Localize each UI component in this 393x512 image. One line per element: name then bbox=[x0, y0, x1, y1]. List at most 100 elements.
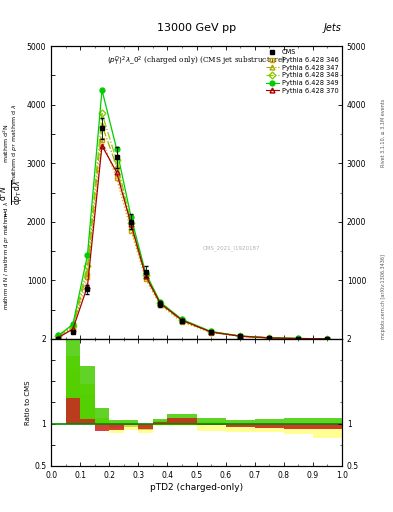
Bar bbox=[226, 420, 255, 423]
Pythia 6.428 346 bbox=[238, 333, 242, 339]
Pythia 6.428 349 bbox=[85, 252, 90, 258]
X-axis label: pTD2 (charged-only): pTD2 (charged-only) bbox=[150, 482, 243, 492]
Pythia 6.428 346 bbox=[325, 336, 330, 342]
Pythia 6.428 348 bbox=[143, 271, 148, 278]
Bar bbox=[255, 423, 284, 428]
Bar bbox=[80, 418, 95, 423]
Line: Pythia 6.428 348: Pythia 6.428 348 bbox=[56, 111, 330, 341]
Bar bbox=[138, 423, 153, 425]
Pythia 6.428 346 bbox=[85, 274, 90, 281]
Bar bbox=[124, 423, 138, 424]
Pythia 6.428 348 bbox=[71, 323, 75, 329]
Bar bbox=[226, 423, 255, 432]
Pythia 6.428 346 bbox=[267, 335, 272, 341]
Pythia 6.428 346 bbox=[209, 330, 213, 336]
Pythia 6.428 348 bbox=[129, 220, 134, 226]
Bar bbox=[153, 422, 167, 423]
Pythia 6.428 370 bbox=[180, 317, 184, 323]
Bar bbox=[80, 394, 95, 423]
Bar bbox=[124, 423, 138, 427]
Bar bbox=[226, 423, 255, 427]
Pythia 6.428 346 bbox=[143, 276, 148, 282]
Pythia 6.428 346 bbox=[129, 227, 134, 233]
Bar bbox=[124, 423, 138, 425]
Pythia 6.428 347 bbox=[129, 223, 134, 229]
Text: mathrm d$^2$N: mathrm d$^2$N bbox=[2, 123, 11, 163]
Bar bbox=[124, 420, 138, 423]
Pythia 6.428 370 bbox=[71, 326, 75, 332]
Pythia 6.428 349 bbox=[267, 335, 272, 341]
Bar bbox=[109, 419, 124, 423]
Text: Rivet 3.1.10, ≥ 3.1M events: Rivet 3.1.10, ≥ 3.1M events bbox=[381, 99, 386, 167]
Pythia 6.428 370 bbox=[296, 335, 301, 342]
Pythia 6.428 346 bbox=[180, 319, 184, 325]
Bar bbox=[109, 423, 124, 431]
Bar bbox=[167, 418, 196, 423]
Pythia 6.428 348 bbox=[209, 329, 213, 335]
Bar bbox=[226, 423, 255, 427]
Bar bbox=[255, 419, 284, 423]
Bar bbox=[167, 423, 196, 426]
Bar bbox=[255, 423, 284, 428]
Bar bbox=[196, 422, 226, 423]
Pythia 6.428 370 bbox=[114, 169, 119, 175]
Bar bbox=[196, 423, 226, 425]
Pythia 6.428 370 bbox=[85, 283, 90, 289]
Pythia 6.428 348 bbox=[158, 300, 163, 306]
Text: mathrm d N / mathrm d $p_T$ mathrm d $\lambda$: mathrm d N / mathrm d $p_T$ mathrm d $\l… bbox=[2, 202, 11, 310]
Bar bbox=[167, 418, 196, 423]
Bar bbox=[80, 384, 95, 423]
Pythia 6.428 370 bbox=[143, 273, 148, 279]
Pythia 6.428 370 bbox=[238, 333, 242, 339]
Pythia 6.428 348 bbox=[114, 157, 119, 163]
Pythia 6.428 347 bbox=[325, 336, 330, 342]
Pythia 6.428 347 bbox=[114, 163, 119, 169]
Pythia 6.428 346 bbox=[100, 137, 105, 143]
Pythia 6.428 349 bbox=[114, 145, 119, 152]
Bar bbox=[138, 423, 153, 429]
Pythia 6.428 348 bbox=[180, 317, 184, 323]
Pythia 6.428 348 bbox=[56, 333, 61, 339]
Bar bbox=[109, 423, 124, 428]
Pythia 6.428 370 bbox=[129, 221, 134, 227]
Bar bbox=[153, 421, 167, 423]
Pythia 6.428 349 bbox=[100, 87, 105, 93]
Bar bbox=[109, 423, 124, 425]
Pythia 6.428 348 bbox=[238, 333, 242, 339]
Pythia 6.428 349 bbox=[238, 333, 242, 339]
Y-axis label: Ratio to CMS: Ratio to CMS bbox=[25, 380, 31, 425]
Pythia 6.428 370 bbox=[209, 329, 213, 335]
Pythia 6.428 349 bbox=[296, 335, 301, 342]
Y-axis label: $\mathrm{d}^2N$
$\overline{\mathrm{d}p_T\,\mathrm{d}\lambda}$: $\mathrm{d}^2N$ $\overline{\mathrm{d}p_T… bbox=[0, 180, 25, 205]
Text: mcplots.cern.ch [arXiv:1306.3436]: mcplots.cern.ch [arXiv:1306.3436] bbox=[381, 254, 386, 339]
Bar bbox=[284, 423, 313, 429]
Pythia 6.428 348 bbox=[296, 335, 301, 342]
Pythia 6.428 370 bbox=[325, 336, 330, 342]
Bar bbox=[313, 423, 342, 438]
Bar bbox=[313, 423, 342, 429]
Pythia 6.428 370 bbox=[100, 143, 105, 149]
Bar bbox=[153, 423, 167, 426]
Bar bbox=[95, 423, 109, 429]
Pythia 6.428 349 bbox=[325, 336, 330, 342]
Line: Pythia 6.428 370: Pythia 6.428 370 bbox=[56, 143, 330, 342]
Pythia 6.428 347 bbox=[180, 318, 184, 324]
Bar bbox=[124, 423, 138, 430]
Bar bbox=[66, 339, 80, 423]
Pythia 6.428 347 bbox=[71, 324, 75, 330]
Text: 1: 1 bbox=[2, 212, 6, 218]
Bar bbox=[95, 408, 109, 423]
Line: Pythia 6.428 346: Pythia 6.428 346 bbox=[56, 137, 330, 342]
Bar bbox=[95, 418, 109, 423]
Bar bbox=[66, 356, 80, 423]
Bar bbox=[109, 423, 124, 433]
Bar bbox=[196, 418, 226, 423]
Pythia 6.428 349 bbox=[129, 214, 134, 220]
Bar bbox=[66, 398, 80, 423]
Pythia 6.428 347 bbox=[267, 335, 272, 341]
Pythia 6.428 347 bbox=[56, 333, 61, 339]
Bar bbox=[313, 418, 342, 423]
Bar bbox=[66, 381, 80, 423]
Pythia 6.428 346 bbox=[56, 334, 61, 340]
Bar bbox=[167, 421, 196, 423]
